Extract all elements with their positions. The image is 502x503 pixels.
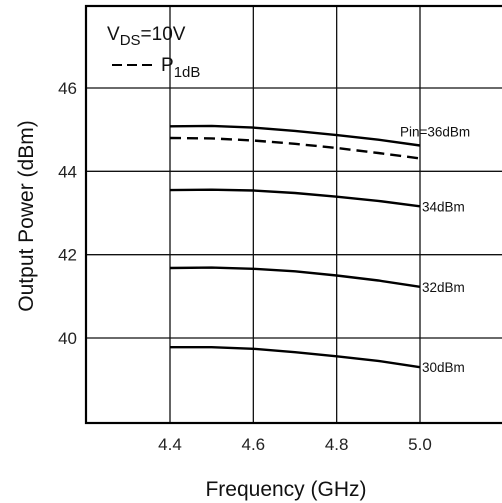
x-axis-label: Frequency (GHz) [205, 478, 366, 501]
plot-frame [84, 4, 502, 425]
p1db-line [169, 136, 421, 160]
y-axis-label: Output Power (dBm) [15, 120, 38, 311]
y-tick-label: 44 [58, 162, 77, 181]
legend-dashed-label: P1dB [161, 55, 200, 81]
series-labels: Pin=36dBm 34dBm 32dBm 30dBm [400, 125, 470, 376]
grid-lines [86, 6, 502, 423]
tick-labels: 4.4 4.6 4.8 5.0 40 42 44 46 [58, 79, 432, 454]
legend-condition: VDS=10V [107, 24, 186, 49]
x-tick-label: 4.4 [158, 435, 182, 454]
y-tick-label: 46 [58, 79, 77, 98]
legend: VDS=10V P1dB [107, 24, 200, 81]
series-line [169, 124, 421, 147]
series-label: Pin=36dBm [400, 125, 470, 140]
series-line [169, 188, 421, 208]
series-label: 30dBm [422, 360, 465, 375]
x-tick-label: 4.8 [325, 435, 349, 454]
series-label: 32dBm [422, 280, 465, 295]
series-label: 34dBm [422, 199, 465, 214]
series-line [170, 346, 421, 369]
x-tick-label: 4.6 [242, 435, 266, 454]
y-tick-label: 42 [58, 246, 77, 265]
y-tick-label: 40 [58, 329, 77, 348]
x-tick-label: 5.0 [408, 435, 432, 454]
series-group [169, 124, 421, 369]
series-line [169, 266, 421, 288]
